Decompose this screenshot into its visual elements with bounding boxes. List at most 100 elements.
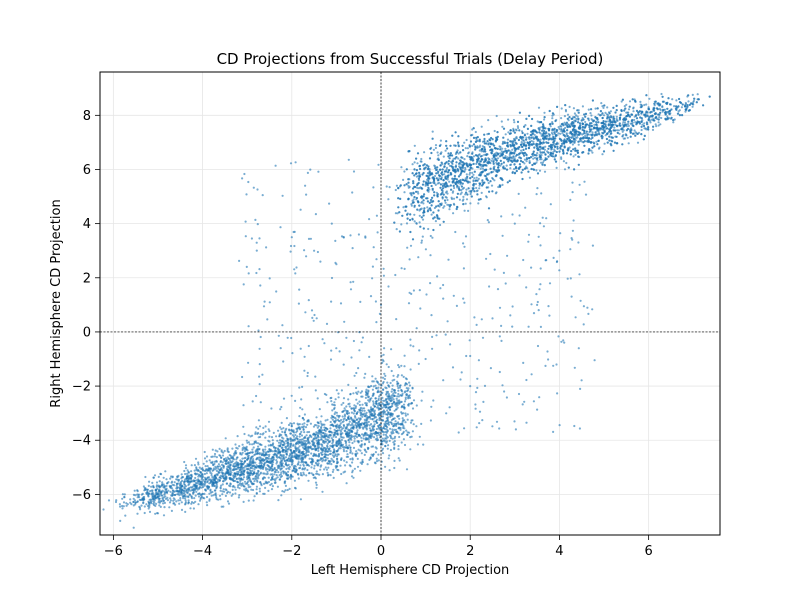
scatter-point — [401, 390, 404, 393]
scatter-point — [254, 440, 257, 443]
scatter-point — [221, 483, 224, 486]
scatter-point — [338, 426, 341, 429]
scatter-point — [460, 189, 463, 192]
scatter-point — [280, 459, 283, 462]
scatter-point — [390, 348, 393, 351]
scatter-point — [280, 494, 283, 497]
scatter-point — [398, 435, 401, 439]
scatter-point — [411, 386, 414, 389]
scatter-point — [326, 457, 329, 460]
scatter-point — [211, 469, 214, 472]
scatter-point — [251, 443, 254, 446]
scatter-point — [187, 499, 190, 502]
scatter-point — [388, 398, 391, 402]
scatter-point — [306, 423, 309, 426]
scatter-point — [375, 403, 378, 406]
scatter-point — [202, 462, 205, 465]
scatter-point — [363, 424, 366, 427]
scatter-point — [225, 467, 229, 470]
scatter-point — [421, 218, 425, 221]
scatter-point — [391, 414, 394, 417]
scatter-point — [318, 473, 321, 476]
scatter-point — [306, 463, 309, 466]
scatter-point — [256, 449, 259, 452]
scatter-point — [314, 435, 317, 438]
scatter-point — [381, 382, 385, 385]
scatter-point — [299, 472, 302, 475]
scatter-point — [335, 462, 339, 465]
scatter-point — [295, 427, 298, 430]
scatter-point — [246, 489, 249, 492]
scatter-point — [400, 374, 403, 377]
scatter-point — [177, 499, 180, 502]
scatter-point — [383, 377, 386, 381]
scatter-point — [388, 469, 391, 472]
scatter-point — [392, 441, 395, 444]
scatter-point — [231, 493, 234, 496]
scatter-point — [349, 458, 352, 461]
scatter-point — [591, 151, 594, 154]
scatter-point — [362, 434, 365, 437]
scatter-point — [381, 376, 385, 379]
scatter-point — [225, 470, 228, 473]
scatter-point — [145, 503, 148, 506]
scatter-point — [193, 483, 196, 487]
scatter-point — [296, 435, 299, 438]
scatter-points — [102, 92, 711, 529]
scatter-point — [293, 450, 296, 453]
scatter-point — [176, 478, 179, 481]
scatter-point — [257, 456, 260, 459]
scatter-point — [632, 107, 635, 110]
scatter-point — [284, 459, 287, 462]
scatter-point — [364, 372, 367, 375]
scatter-point — [370, 453, 373, 456]
scatter-point — [616, 119, 619, 122]
scatter-point — [356, 402, 359, 405]
scatter-point — [400, 223, 403, 226]
scatter-point — [273, 470, 276, 473]
scatter-point — [254, 478, 257, 481]
scatter-point — [174, 493, 177, 496]
scatter-point — [360, 439, 363, 442]
scatter-point — [613, 126, 616, 129]
scatter-point — [282, 456, 285, 459]
scatter-point — [170, 475, 173, 478]
scatter-point — [198, 499, 202, 502]
scatter-point — [384, 420, 387, 423]
scatter-point — [307, 472, 311, 475]
scatter-point — [381, 406, 384, 409]
scatter-point — [381, 447, 385, 450]
scatter-point — [363, 432, 366, 435]
scatter-point — [330, 400, 333, 403]
scatter-point — [272, 445, 275, 448]
scatter-point — [192, 507, 195, 510]
scatter-point — [262, 472, 265, 475]
scatter-point — [266, 482, 269, 485]
scatter-point — [151, 498, 154, 501]
scatter-point — [339, 447, 342, 450]
scatter-point — [323, 440, 327, 443]
scatter-point — [162, 496, 165, 499]
scatter-point — [197, 468, 200, 472]
scatter-point — [375, 434, 378, 437]
scatter-point — [300, 430, 303, 433]
scatter-point — [231, 447, 234, 450]
scatter-point — [438, 177, 441, 180]
scatter-point — [273, 473, 276, 476]
scatter-point — [234, 488, 237, 491]
scatter-point — [587, 117, 590, 120]
scatter-point — [365, 425, 368, 428]
scatter-point — [364, 393, 368, 396]
scatter-point — [258, 462, 261, 465]
scatter-point — [300, 461, 303, 464]
scatter-point — [342, 425, 346, 428]
scatter-point — [654, 123, 657, 126]
scatter-point — [381, 415, 385, 418]
scatter-point — [252, 488, 255, 492]
scatter-point — [448, 164, 451, 167]
scatter-point — [234, 443, 237, 446]
scatter-point — [232, 463, 235, 466]
scatter-point — [227, 462, 230, 465]
scatter-point — [372, 402, 375, 405]
scatter-point — [378, 402, 381, 405]
